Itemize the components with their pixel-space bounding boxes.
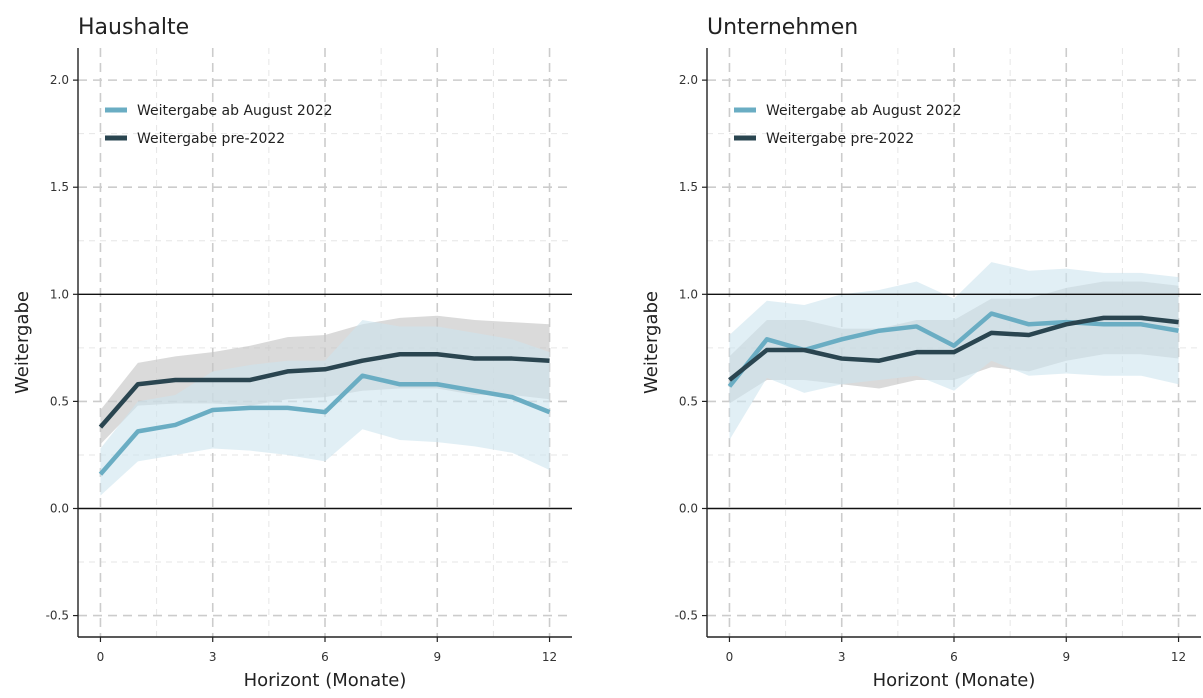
legend-label: Weitergabe ab August 2022 [137,103,333,119]
y-tick-label: -0.5 [46,609,69,623]
x-tick-label: 6 [950,650,958,664]
reference-lines [707,293,1201,510]
x-tick-label: 9 [433,650,441,664]
y-tick-label: 1.0 [679,287,698,301]
legend-label: Weitergabe pre-2022 [137,131,285,147]
x-tick-label: 12 [542,650,557,664]
band-weitergabe-ab-august-2022 [100,320,550,496]
panel-title: Haushalte [78,15,189,40]
y-tick-label: 0.0 [50,501,69,515]
series-line-weitergabe-pre-2022 [98,352,550,429]
panel-unternehmen: -0.5 0.0 0.5 1.0 1.5 2.0 0 3 6 9 12 Unternehmen Hori… [641,15,1201,691]
y-tick-label: -0.5 [675,609,698,623]
series-lines [727,311,1179,388]
series-lines [98,352,551,476]
panel-title: Unternehmen [707,15,858,40]
x-tick-label: 0 [97,650,105,664]
series-line-weitergabe-ab-august-2022 [98,373,551,476]
panel-haushalte: -0.5 0.0 0.5 1.0 1.5 2.0 0 3 6 9 12 Haushalte Horizo… [12,15,572,691]
x-axis-label: Horizont (Monate) [873,670,1036,691]
legend: Weitergabe ab August 2022 Weitergabe pre-… [105,103,333,147]
x-axis-label: Horizont (Monate) [244,670,407,691]
y-tick-label: 0.5 [50,394,69,408]
x-tick-label: 12 [1171,650,1186,664]
y-tick-label: 1.0 [50,287,69,301]
reference-lines [78,293,572,510]
y-tick-label: 0.5 [679,394,698,408]
y-axis-label: Weitergabe [12,291,33,394]
y-axis-label: Weitergabe [641,291,662,394]
axes: -0.5 0.0 0.5 1.0 1.5 2.0 0 3 6 9 12 [46,48,572,664]
axes: -0.5 0.0 0.5 1.0 1.5 2.0 0 3 6 9 12 [675,48,1201,664]
y-tick-label: 0.0 [679,501,698,515]
x-tick-label: 9 [1062,650,1070,664]
x-tick-label: 6 [321,650,329,664]
series-line-weitergabe-pre-2022 [728,315,1179,382]
legend: Weitergabe ab August 2022 Weitergabe pre-… [734,103,962,147]
x-tick-label: 0 [726,650,734,664]
x-tick-label: 3 [209,650,217,664]
legend-label: Weitergabe pre-2022 [766,131,914,147]
y-tick-label: 2.0 [50,73,69,87]
y-tick-label: 1.5 [679,180,698,194]
confidence-bands [100,315,550,496]
legend-label: Weitergabe ab August 2022 [766,103,962,119]
x-tick-label: 3 [838,650,846,664]
y-tick-label: 1.5 [50,180,69,194]
y-tick-label: 2.0 [679,73,698,87]
